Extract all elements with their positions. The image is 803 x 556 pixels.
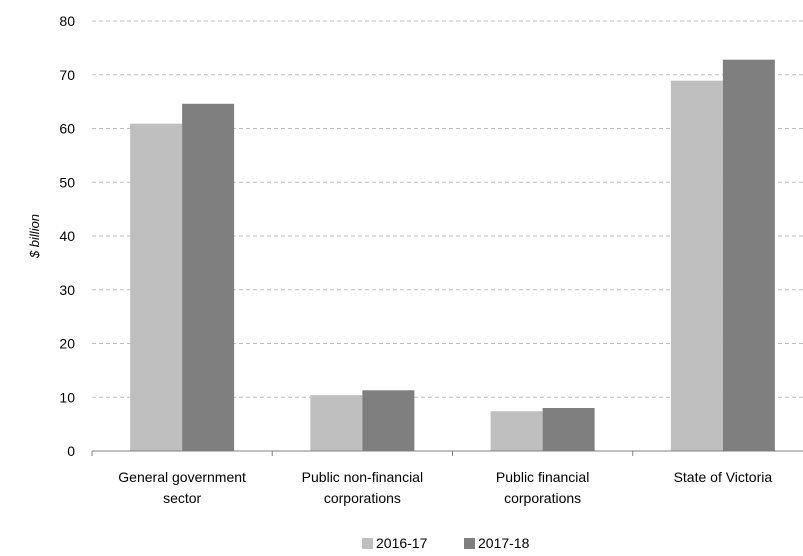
bar-2016-17-1 bbox=[310, 395, 363, 451]
y-tick-label: 50 bbox=[59, 174, 75, 190]
bar-2017-18-1 bbox=[362, 390, 415, 451]
x-tick-label: Public financial bbox=[496, 469, 589, 485]
x-tick-label: corporations bbox=[504, 490, 581, 506]
x-tick-label: General government bbox=[118, 469, 246, 485]
y-tick-label: 20 bbox=[59, 336, 75, 352]
bar-2016-17-2 bbox=[490, 411, 543, 451]
y-tick-labels: 0 10 20 30 40 50 60 70 80 bbox=[59, 13, 75, 459]
bar-2017-18-2 bbox=[542, 408, 595, 451]
y-tick-label: 40 bbox=[59, 228, 75, 244]
y-tick-label: 10 bbox=[59, 389, 75, 405]
y-tick-label: 80 bbox=[59, 13, 75, 29]
x-tick-label: Public non-financial bbox=[302, 469, 423, 485]
y-tick-label: 0 bbox=[67, 443, 75, 459]
x-tick-labels: General government sector Public non-finan… bbox=[118, 469, 772, 506]
bar-2017-18-3 bbox=[722, 59, 775, 451]
y-tick-label: 30 bbox=[59, 282, 75, 298]
legend-swatch-2017-18 bbox=[464, 538, 475, 549]
x-tick-label: State of Victoria bbox=[674, 469, 773, 485]
x-tick-label: sector bbox=[163, 490, 201, 506]
legend-label: 2017-18 bbox=[478, 535, 530, 551]
bar-2016-17-3 bbox=[670, 80, 723, 451]
legend-swatch-2016-17 bbox=[362, 538, 373, 549]
y-axis-label: $ billion bbox=[27, 214, 42, 259]
bars bbox=[91, 59, 775, 456]
legend: 2016-17 2017-18 bbox=[362, 535, 530, 551]
bar-2016-17-0 bbox=[130, 123, 183, 451]
y-tick-label: 70 bbox=[59, 67, 75, 83]
y-tick-label: 60 bbox=[59, 121, 75, 137]
bar-2017-18-0 bbox=[182, 103, 235, 452]
x-tick-label: corporations bbox=[324, 490, 401, 506]
legend-label: 2016-17 bbox=[376, 535, 428, 551]
